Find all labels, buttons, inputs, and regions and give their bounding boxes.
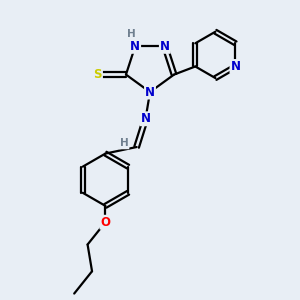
Text: N: N xyxy=(160,40,170,53)
Text: O: O xyxy=(100,216,110,229)
Text: S: S xyxy=(94,68,102,81)
Text: N: N xyxy=(145,85,155,98)
Text: H: H xyxy=(120,139,128,148)
Text: N: N xyxy=(140,112,151,125)
Text: N: N xyxy=(230,60,241,73)
Text: N: N xyxy=(130,40,140,53)
Text: H: H xyxy=(127,29,136,39)
